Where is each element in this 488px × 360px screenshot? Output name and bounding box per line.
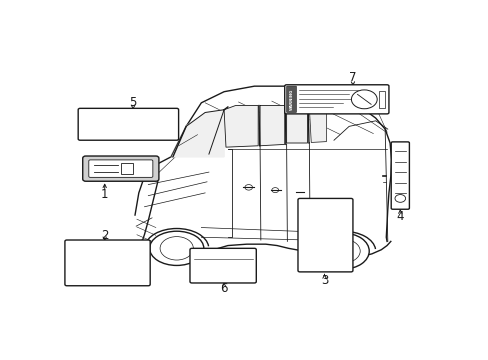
- Circle shape: [351, 90, 376, 109]
- Ellipse shape: [317, 233, 368, 269]
- FancyBboxPatch shape: [284, 85, 388, 114]
- Bar: [121, 163, 132, 174]
- FancyBboxPatch shape: [89, 160, 153, 177]
- Polygon shape: [260, 105, 284, 146]
- FancyBboxPatch shape: [189, 248, 256, 283]
- Text: 6: 6: [220, 282, 227, 295]
- Polygon shape: [135, 86, 391, 258]
- Polygon shape: [309, 107, 326, 143]
- Text: 7: 7: [348, 71, 356, 84]
- Text: 1: 1: [101, 188, 108, 201]
- FancyBboxPatch shape: [286, 86, 296, 112]
- Polygon shape: [286, 105, 307, 143]
- FancyBboxPatch shape: [390, 142, 408, 209]
- FancyBboxPatch shape: [82, 156, 159, 181]
- Circle shape: [394, 194, 405, 202]
- Polygon shape: [171, 110, 224, 157]
- FancyBboxPatch shape: [78, 108, 178, 140]
- Text: WARNING: WARNING: [289, 89, 293, 110]
- FancyBboxPatch shape: [65, 240, 150, 286]
- Text: 5: 5: [129, 96, 137, 109]
- Text: 2: 2: [101, 229, 108, 242]
- FancyBboxPatch shape: [297, 198, 352, 272]
- Ellipse shape: [160, 237, 193, 260]
- Bar: [378, 91, 384, 108]
- Ellipse shape: [326, 239, 360, 263]
- Text: 4: 4: [396, 210, 403, 223]
- Polygon shape: [224, 105, 258, 147]
- Text: 3: 3: [320, 274, 327, 287]
- Ellipse shape: [149, 231, 203, 265]
